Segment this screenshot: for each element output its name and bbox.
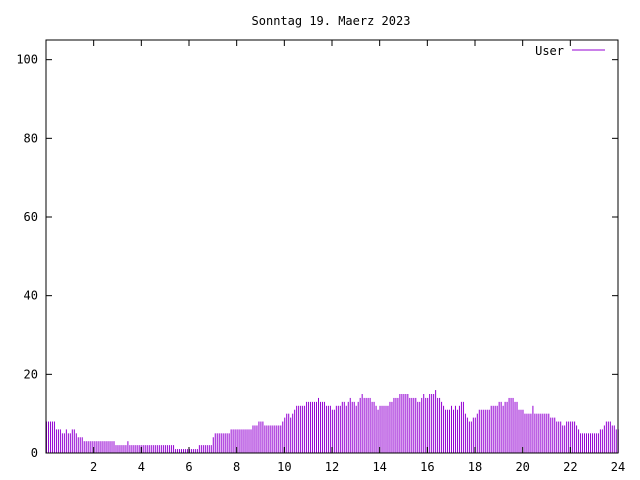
x-tick-label: 10 [277, 460, 291, 474]
x-tick-label: 4 [138, 460, 145, 474]
x-axis-ticks: 2 4 6 8 10 12 14 16 18 20 22 24 [90, 40, 625, 474]
x-tick-label: 2 [90, 460, 97, 474]
y-tick-label: 60 [24, 210, 38, 224]
x-tick-label: 24 [611, 460, 625, 474]
x-tick-label: 22 [563, 460, 577, 474]
legend-label: User [535, 44, 564, 58]
y-axis-ticks: 0 20 40 60 80 100 [16, 53, 618, 460]
x-tick-label: 6 [185, 460, 192, 474]
y-tick-label: 0 [31, 446, 38, 460]
bar-group [46, 390, 619, 453]
x-tick-label: 20 [515, 460, 529, 474]
y-tick-label: 20 [24, 367, 38, 381]
x-tick-label: 14 [372, 460, 386, 474]
y-tick-label: 100 [16, 53, 38, 67]
y-tick-label: 40 [24, 289, 38, 303]
x-tick-label: 12 [325, 460, 339, 474]
x-tick-label: 8 [233, 460, 240, 474]
y-tick-label: 80 [24, 131, 38, 145]
plot-frame [45, 39, 619, 454]
chart-title: Sonntag 19. Maerz 2023 [252, 14, 411, 28]
x-tick-label: 16 [420, 460, 434, 474]
legend: User [535, 44, 605, 58]
axes [45, 39, 619, 454]
x-tick-label: 18 [468, 460, 482, 474]
